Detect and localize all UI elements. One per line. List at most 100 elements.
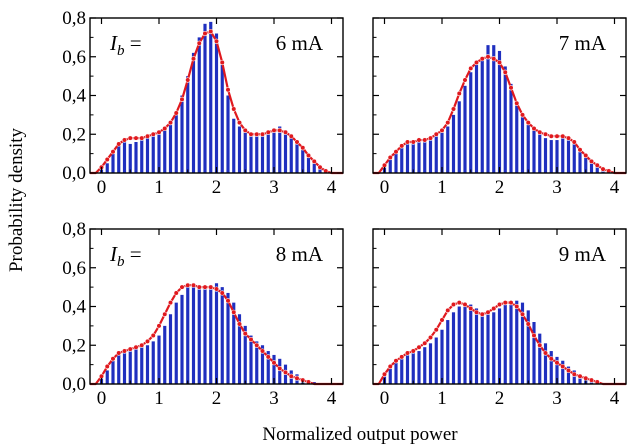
histogram-bar	[417, 142, 421, 173]
fit-point	[439, 127, 445, 133]
histogram-bar	[561, 138, 565, 174]
histogram-bar	[463, 302, 467, 385]
fit-point	[179, 96, 185, 102]
panel-3: 0 1 2 3 4 0,0 0,2 0,4 0,6 0,8 Ib = 8 mA	[62, 219, 344, 409]
histogram-bar	[469, 72, 473, 173]
fit-point	[577, 147, 583, 153]
histogram-bar	[134, 349, 138, 385]
histogram-bar	[440, 132, 444, 173]
fit-point	[162, 125, 168, 132]
histogram-bar	[226, 95, 230, 173]
fit-point	[456, 300, 462, 306]
fit-point	[150, 131, 156, 137]
fit-point	[531, 125, 537, 132]
fit-point	[248, 336, 254, 343]
histogram-bar	[515, 103, 519, 173]
histogram-bar	[497, 308, 502, 384]
fit-point	[393, 358, 399, 364]
histogram-bar	[388, 159, 392, 173]
histogram-bar	[417, 351, 421, 384]
x-tick-label: 0	[380, 177, 390, 198]
histogram-bar	[111, 153, 115, 174]
fit-point	[571, 371, 577, 377]
histogram-bar	[168, 122, 173, 174]
histogram-bar	[486, 314, 490, 384]
histogram-bar	[191, 52, 196, 173]
x-tick-label: 3	[269, 388, 279, 409]
fit-point	[282, 129, 289, 135]
histogram-bar	[532, 130, 536, 174]
histogram-bar	[266, 351, 270, 384]
x-tick-label: 2	[495, 177, 505, 198]
histogram-bar	[140, 347, 144, 384]
histogram-bar	[232, 302, 236, 385]
fit-point	[565, 367, 572, 374]
y-axis-label: Probability density	[6, 127, 27, 272]
histogram-bar	[440, 329, 444, 384]
fit-point	[410, 348, 416, 354]
histogram-bar	[446, 126, 450, 173]
x-tick-label: 0	[97, 177, 107, 198]
fit-point	[104, 363, 110, 370]
fit-point	[121, 137, 128, 143]
histogram-bar	[122, 142, 127, 173]
fit-point	[190, 56, 197, 62]
histogram-bar	[492, 312, 496, 384]
fit-point	[271, 127, 277, 133]
fit-point	[173, 110, 179, 116]
histogram-bar	[503, 66, 507, 173]
histogram-bar	[260, 134, 265, 173]
fit-point	[600, 166, 606, 172]
histogram-bar	[388, 368, 392, 384]
fit-point	[317, 164, 323, 170]
histogram-bar	[168, 314, 173, 384]
fit-point	[473, 59, 480, 66]
histogram-bar	[457, 306, 461, 384]
histogram-bar	[394, 362, 398, 384]
fit-point	[479, 311, 485, 317]
fit-point	[433, 131, 439, 137]
fit-point	[410, 139, 416, 145]
fit-point	[393, 149, 399, 155]
panel-label-value: 8 mA	[276, 242, 324, 266]
histogram-bar	[538, 134, 542, 173]
fit-point	[167, 300, 174, 306]
fit-point	[288, 373, 294, 379]
histogram-bar	[105, 163, 109, 173]
fit-point	[542, 350, 549, 356]
histogram-bar	[111, 360, 115, 384]
fit-point	[185, 77, 191, 83]
histogram-bar	[520, 302, 525, 385]
fit-point	[254, 342, 260, 348]
histogram-bar	[526, 310, 530, 385]
fit-point	[577, 373, 583, 379]
panel-label-value: 9 mA	[559, 242, 607, 266]
histogram-bar	[272, 354, 276, 384]
histogram-bar	[578, 149, 582, 173]
histogram-bar	[237, 126, 242, 173]
histogram-bar	[260, 345, 265, 384]
histogram-bar	[312, 161, 316, 174]
histogram-bar	[151, 136, 155, 173]
panels-group: 0 1 2 3 4 0,0 0,2 0,4 0,6 0,8 Ib = 6 mA 0 1 2 3 4 7 mA 0 1 2…	[62, 8, 627, 409]
histogram-bar	[151, 341, 155, 385]
fit-point	[468, 305, 474, 312]
histogram-bar	[584, 155, 588, 173]
histogram-bar	[405, 354, 410, 384]
fit-point	[110, 356, 116, 362]
x-tick-label: 1	[154, 177, 164, 198]
histogram-bar	[105, 370, 109, 384]
histogram-bar	[434, 136, 438, 173]
fit-point	[104, 156, 110, 163]
histogram-bar	[509, 83, 513, 174]
x-axis-label: Normalized output power	[262, 424, 458, 445]
histogram-bar	[532, 322, 536, 384]
fit-point	[202, 284, 208, 290]
fit-point	[219, 290, 225, 296]
histogram-bar	[318, 167, 322, 173]
panel-1: 0 1 2 3 4 0,0 0,2 0,4 0,6 0,8 Ib = 6 mA	[62, 8, 344, 198]
y-tick-label: 0,4	[62, 86, 86, 107]
histogram-bar	[428, 138, 433, 174]
fit-point	[583, 375, 589, 381]
fit-point	[144, 338, 151, 344]
